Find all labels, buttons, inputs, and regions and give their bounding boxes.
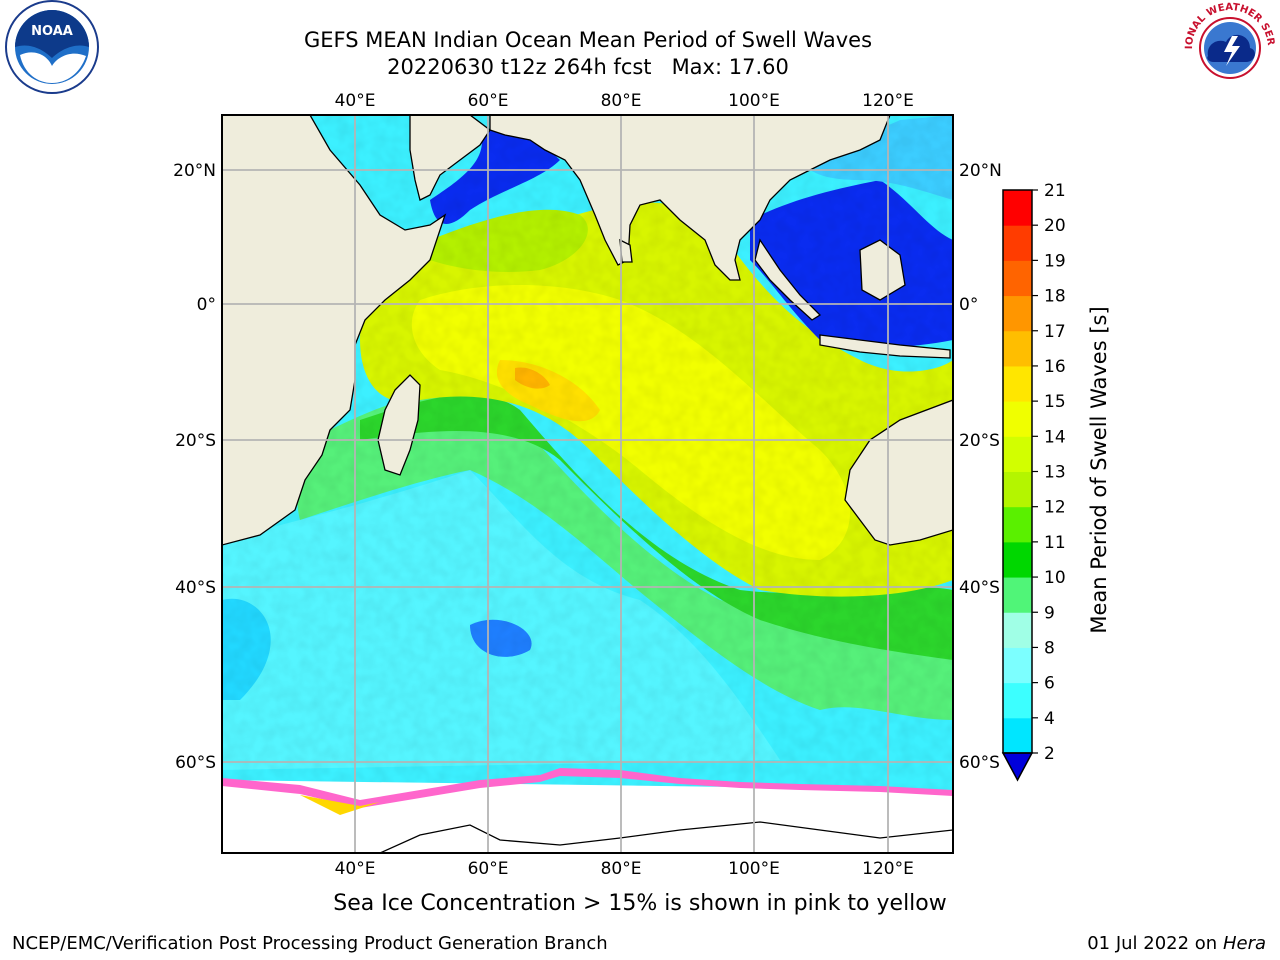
colorbar-tick-label: 10	[1044, 568, 1066, 588]
lon-label: 100°E	[728, 859, 780, 879]
lon-label: 120°E	[862, 91, 914, 111]
colorbar-segment	[1003, 717, 1032, 754]
colorbar-under-triangle	[1001, 752, 1034, 782]
colorbar-tick-label: 14	[1044, 427, 1066, 447]
colorbar-tick-label: 2	[1044, 744, 1055, 764]
colorbar-tick-label: 15	[1044, 392, 1066, 412]
madagascar-land	[377, 374, 421, 476]
noaa-logo: NOAA	[5, 0, 99, 94]
colorbar-segment	[1003, 365, 1032, 402]
lat-label: 20°N	[959, 161, 1002, 181]
lon-label: 80°E	[601, 859, 642, 879]
colorbar-tick-label: 9	[1044, 603, 1055, 623]
africa-land	[222, 115, 447, 546]
sea-ice-edge	[222, 768, 953, 808]
colorbar-segment	[1003, 295, 1032, 332]
lat-labels-left: 20°N 0° 20°S 40°S 60°S	[173, 161, 216, 773]
colorbar-tick-label: 8	[1044, 638, 1055, 658]
lon-label: 80°E	[601, 91, 642, 111]
lat-label: 60°S	[959, 753, 1000, 773]
gridlines	[222, 115, 953, 853]
colorbar-tick-label: 19	[1044, 251, 1066, 271]
colorbar-segment	[1003, 647, 1032, 684]
colorbar-tick-label: 20	[1044, 216, 1066, 236]
chart-subtitle: 20220630 t12z 264h fcst Max: 17.60	[387, 55, 789, 79]
lat-label: 40°S	[175, 578, 216, 598]
lon-label: 120°E	[862, 859, 914, 879]
lon-label: 40°E	[335, 859, 376, 879]
colorbar: 2 4 6 8 9 10 11 12 13 14 15 16 17 18 19 20 21	[1001, 181, 1066, 782]
lat-label: 40°S	[959, 578, 1000, 598]
colorbar-tick-label: 11	[1044, 533, 1066, 553]
sea-ice-caption: Sea Ice Concentration > 15% is shown in …	[333, 891, 947, 916]
australia-land	[844, 399, 953, 546]
lon-label: 60°E	[468, 859, 509, 879]
asia-land	[489, 115, 891, 281]
sumatra-land	[754, 238, 822, 321]
colorbar-segment	[1003, 577, 1032, 613]
lat-label: 0°	[197, 295, 216, 315]
colorbar-segment	[1003, 330, 1032, 367]
sea-ice-yellow	[300, 795, 380, 815]
lat-label: 20°N	[173, 161, 216, 181]
colorbar-segment	[1003, 225, 1032, 261]
lat-labels-right: 20°N 0° 20°S 40°S 60°S	[959, 161, 1002, 773]
colorbar-tick-label: 4	[1044, 709, 1055, 729]
lat-label: 20°S	[175, 431, 216, 451]
nws-logo: NATIONAL WEATHER SERVICE	[0, 0, 1276, 94]
lon-label: 40°E	[335, 91, 376, 111]
lat-label: 0°	[959, 295, 978, 315]
lat-label: 20°S	[959, 431, 1000, 451]
noaa-logo-text: NOAA	[31, 24, 73, 39]
colorbar-tick-label: 18	[1044, 287, 1066, 307]
colorbar-label: Mean Period of Swell Waves [s]	[1087, 306, 1111, 633]
map-area	[222, 115, 953, 853]
colorbar-tick-label: 12	[1044, 498, 1066, 518]
footer-machine: Hera	[1222, 933, 1266, 954]
colorbar-tick-label: 17	[1044, 322, 1066, 342]
colorbar-segment	[1003, 471, 1032, 508]
java-land	[819, 334, 951, 359]
colorbar-segment	[1003, 541, 1032, 578]
colorbar-segment	[1003, 190, 1032, 226]
colorbar-segment	[1003, 506, 1032, 543]
nws-logo-text: NATIONAL WEATHER SERVICE	[0, 0, 1276, 49]
borneo-land	[859, 239, 906, 301]
colorbar-segment	[1003, 401, 1032, 437]
colorbar-tick-label: 6	[1044, 674, 1055, 694]
colorbar-tick-label: 21	[1044, 181, 1066, 201]
footer-date: 01 Jul 2022 on Hera	[1087, 933, 1266, 954]
footer-date-text: 01 Jul 2022 on	[1087, 933, 1223, 954]
footer-credit: NCEP/EMC/Verification Post Processing Pr…	[12, 933, 608, 954]
lon-labels-bottom: 40°E 60°E 80°E 100°E 120°E	[335, 859, 914, 879]
map-frame	[221, 114, 954, 854]
chart-title: GEFS MEAN Indian Ocean Mean Period of Sw…	[303, 28, 873, 52]
lon-label: 100°E	[728, 91, 780, 111]
colorbar-tick-label: 13	[1044, 463, 1066, 483]
lon-labels-top: 40°E 60°E 80°E 100°E 120°E	[335, 91, 914, 111]
antarctic-coast	[379, 821, 953, 853]
colorbar-segment	[1003, 436, 1032, 472]
lat-label: 60°S	[175, 753, 216, 773]
colorbar-segment	[1003, 260, 1032, 297]
colorbar-segment	[1003, 612, 1032, 648]
colorbar-tick-label: 16	[1044, 357, 1066, 377]
colorbar-segment	[1003, 682, 1032, 719]
lon-label: 60°E	[468, 91, 509, 111]
